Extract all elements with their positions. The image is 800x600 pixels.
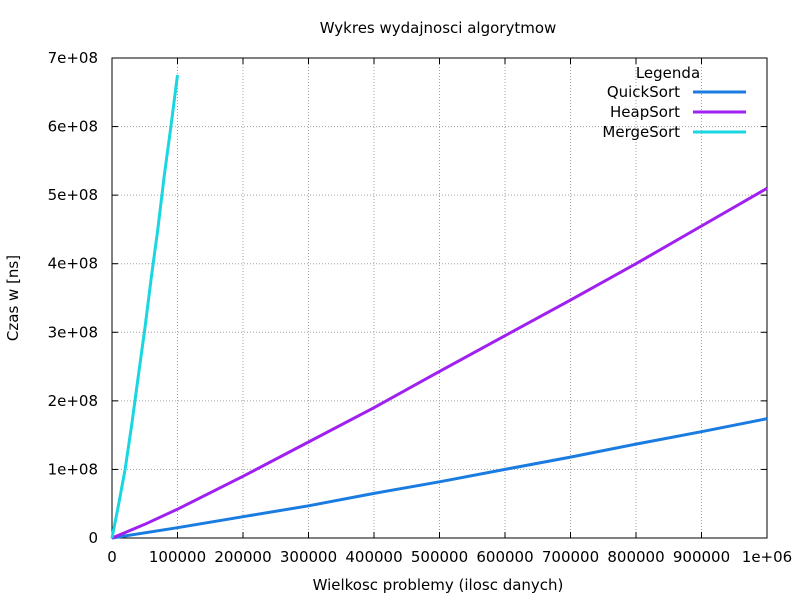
- x-tick-label: 1e+06: [742, 548, 792, 566]
- series-line-mergesort: [110, 74, 179, 539]
- y-axis: 0 1e+08 2e+08 3e+08 4e+08 5e+08 6e+08 7e+08: [48, 49, 767, 547]
- x-tick-label: 600000: [476, 548, 533, 566]
- y-tick-label: 1e+08: [48, 460, 98, 478]
- x-tick-label: 200000: [214, 548, 271, 566]
- legend-title: Legenda: [636, 64, 700, 82]
- x-tick-label: 400000: [345, 548, 402, 566]
- x-tick-label: 300000: [280, 548, 337, 566]
- x-axis-label: Wielkosc problemy (ilosc danych): [313, 576, 564, 594]
- x-tick-label: 500000: [411, 548, 468, 566]
- legend-label: MergeSort: [602, 123, 680, 141]
- y-tick-label: 7e+08: [48, 49, 98, 67]
- legend-label: QuickSort: [607, 83, 680, 101]
- series-line-heapsort: [111, 186, 768, 540]
- x-tick-label: 100000: [149, 548, 206, 566]
- y-tick-label: 3e+08: [48, 323, 98, 341]
- x-tick-label: 900000: [673, 548, 730, 566]
- series-line-quicksort: [111, 417, 768, 540]
- x-axis: 0 100000 200000 300000 400000 500000 600000 700…: [107, 58, 792, 566]
- x-tick-label: 800000: [607, 548, 664, 566]
- y-tick-label: 0: [88, 529, 98, 547]
- x-tick-label: 700000: [542, 548, 599, 566]
- y-tick-label: 6e+08: [48, 118, 98, 136]
- series-lines: [110, 74, 768, 540]
- y-tick-label: 4e+08: [48, 255, 98, 273]
- y-axis-label: Czas w [ns]: [4, 255, 22, 341]
- y-tick-label: 5e+08: [48, 186, 98, 204]
- x-tick-label: 0: [107, 548, 117, 566]
- chart-title: Wykres wydajnosci algorytmow: [320, 19, 557, 37]
- legend-label: HeapSort: [610, 103, 680, 121]
- y-tick-label: 2e+08: [48, 392, 98, 410]
